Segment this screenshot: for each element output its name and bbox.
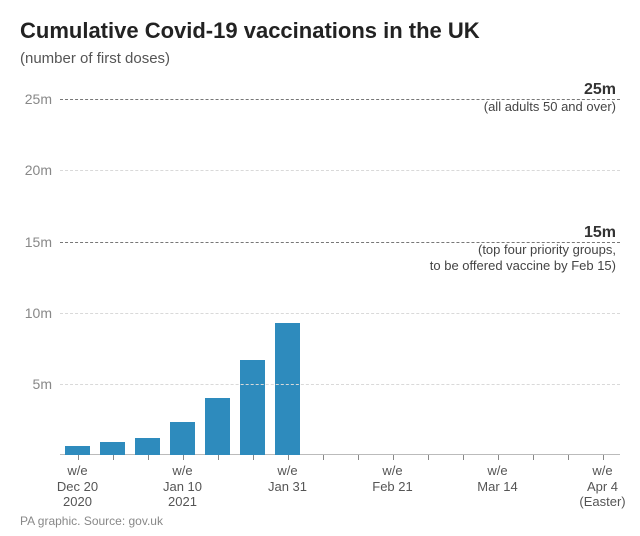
bar: [205, 398, 230, 455]
x-tick-mark: [358, 455, 359, 460]
y-axis-label: 15m: [25, 234, 60, 250]
bar: [100, 442, 125, 455]
chart-subtitle: (number of first doses): [20, 50, 620, 67]
bar: [275, 323, 300, 455]
x-tick-mark: [113, 455, 114, 460]
chart-container: Cumulative Covid-19 vaccinations in the …: [0, 0, 640, 536]
x-tick-mark: [253, 455, 254, 460]
x-axis-label: w/eMar 14: [477, 463, 517, 494]
x-axis-label: w/eDec 202020: [57, 463, 98, 510]
annotation-sub: to be offered vaccine by Feb 15): [430, 258, 616, 274]
x-tick-mark: [568, 455, 569, 460]
annotation-sub: (all adults 50 and over): [484, 99, 616, 115]
x-axis-label: w/eApr 4(Easter): [579, 463, 625, 510]
chart-title: Cumulative Covid-19 vaccinations in the …: [20, 18, 620, 44]
x-tick-mark: [148, 455, 149, 460]
chart-footer: PA graphic. Source: gov.uk: [20, 514, 163, 528]
y-axis-label: 5m: [33, 376, 60, 392]
bar: [65, 446, 90, 455]
x-axis-label: w/eJan 31: [268, 463, 307, 494]
annotation-headline: 25m: [484, 81, 616, 99]
y-axis-label: 25m: [25, 91, 60, 107]
bar: [135, 438, 160, 455]
gridline: [60, 170, 620, 171]
x-tick-mark: [603, 455, 604, 460]
x-tick-mark: [288, 455, 289, 460]
x-tick-mark: [428, 455, 429, 460]
gridline: [60, 384, 620, 385]
x-axis-label: w/eFeb 21: [372, 463, 412, 494]
gridline: [60, 313, 620, 314]
annotation-sub: (top four priority groups,: [430, 242, 616, 258]
annotation: 25m(all adults 50 and over): [484, 81, 616, 115]
y-axis-label: 10m: [25, 305, 60, 321]
x-tick-mark: [463, 455, 464, 460]
x-tick-mark: [323, 455, 324, 460]
plot-area: w/eDec 202020w/eJan 102021w/eJan 31w/eFe…: [60, 85, 620, 455]
y-axis-label: 20m: [25, 162, 60, 178]
x-tick-mark: [393, 455, 394, 460]
bar: [170, 422, 195, 455]
x-tick-mark: [498, 455, 499, 460]
annotation-headline: 15m: [430, 224, 616, 242]
x-tick-mark: [533, 455, 534, 460]
x-tick-mark: [78, 455, 79, 460]
bar: [240, 360, 265, 455]
annotation: 15m(top four priority groups,to be offer…: [430, 224, 616, 275]
x-tick-mark: [218, 455, 219, 460]
x-axis-label: w/eJan 102021: [163, 463, 202, 510]
x-tick-mark: [183, 455, 184, 460]
